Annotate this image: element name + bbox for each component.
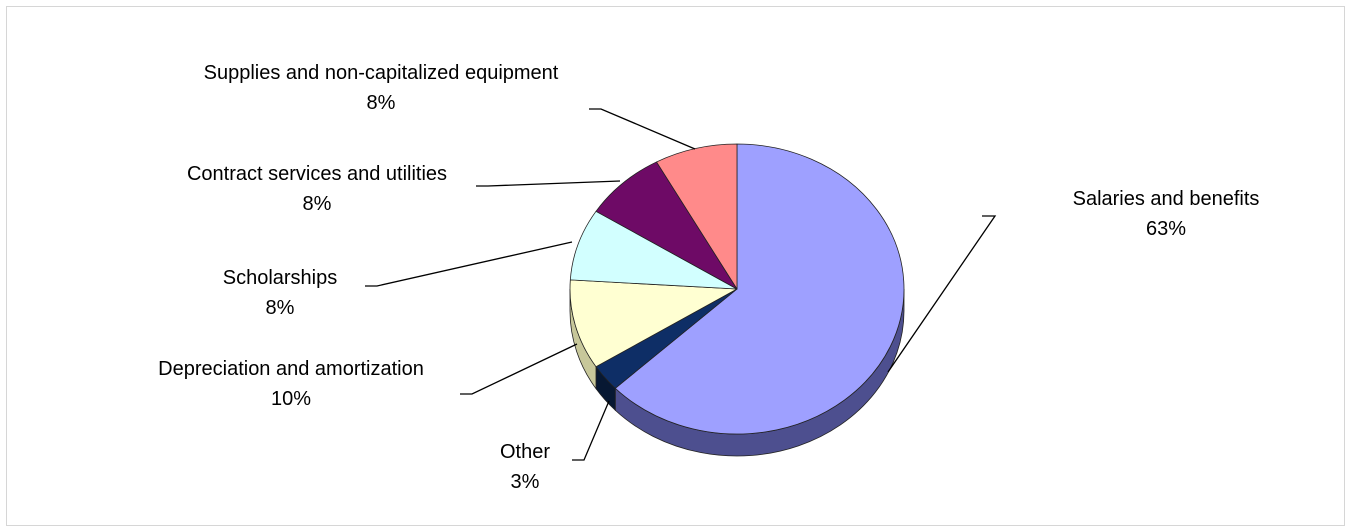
leader-line-supplies	[589, 108, 696, 150]
label-supplies-value: 8%	[366, 92, 396, 114]
pie-chart	[365, 108, 997, 461]
label-depreciation: Depreciation and amortization 10%	[158, 354, 424, 414]
label-other: Other 3%	[500, 437, 550, 497]
label-depreciation-value: 10%	[270, 388, 312, 410]
label-salaries: Salaries and benefits 63%	[1073, 184, 1260, 244]
leader-line-other	[572, 400, 610, 461]
pie-slice-supplies	[656, 143, 738, 290]
leader-line-contract	[476, 180, 621, 187]
label-salaries-value: 63%	[1145, 218, 1187, 240]
label-depreciation-name: Depreciation and amortization	[158, 358, 424, 380]
label-other-name: Other	[499, 441, 551, 463]
leader-line-salaries	[887, 215, 997, 373]
label-contract-value: 8%	[302, 193, 332, 215]
label-scholarships-value: 8%	[265, 297, 295, 319]
label-scholarships: Scholarships 8%	[223, 263, 338, 323]
pie-slices	[569, 143, 905, 435]
label-supplies: Supplies and non-capitalized equipment 8…	[204, 58, 559, 118]
pie-slice-salaries	[614, 143, 905, 435]
leader-line-scholarships	[365, 241, 573, 287]
label-supplies-name: Supplies and non-capitalized equipment	[203, 62, 559, 84]
label-contract-name: Contract services and utilities	[186, 163, 448, 185]
label-other-value: 3%	[510, 471, 540, 493]
label-salaries-name: Salaries and benefits	[1072, 188, 1260, 210]
leader-line-depreciation	[460, 343, 578, 395]
leader-lines	[365, 108, 997, 461]
label-scholarships-name: Scholarships	[222, 267, 338, 289]
label-contract: Contract services and utilities 8%	[187, 159, 447, 219]
pie-slice-depreciation	[569, 279, 738, 368]
